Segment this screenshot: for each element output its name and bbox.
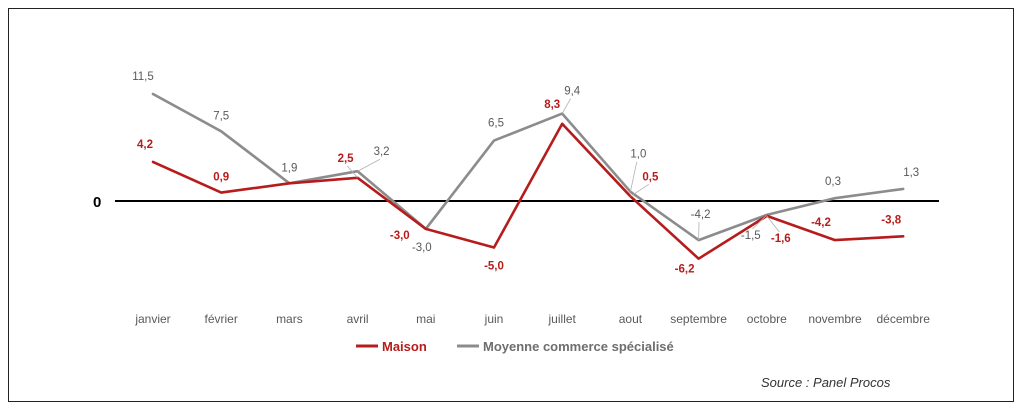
data-label-maison: -5,0 [484,261,504,273]
legend-label-maison: Maison [382,339,427,354]
data-label-moyenne: 9,4 [564,86,581,98]
data-label-maison: 2,5 [338,153,355,165]
data-label-layer: 11,5 7,5 1,9 3,2 -3,0 6,5 9,4 1,0 -4,2 -1,5 0,3 1,3… [132,71,919,276]
x-tick-label: avril [347,312,369,326]
data-label-maison: -4,2 [811,217,831,229]
data-label-maison: 0,5 [642,171,659,183]
series-line-maison [151,122,905,260]
x-tick-label: mars [276,312,303,326]
x-tick-label: décembre [877,312,931,326]
x-tick-label: aout [619,312,643,326]
data-label-leader [561,98,571,114]
x-tick-label: juillet [548,312,577,326]
data-label-leader [630,161,638,192]
legend-label-moyenne: Moyenne commerce spécialisé [483,339,674,354]
data-label-moyenne: -4,2 [691,209,711,221]
source-note: Source : Panel Procos [761,375,891,390]
x-tick-label: juin [484,312,504,326]
data-label-moyenne: 11,5 [132,71,154,83]
x-tick-label: mai [416,312,435,326]
series-layer [151,92,905,260]
line-chart: 0 janvier février mars avril mai juin juillet ao… [93,71,939,390]
data-label-moyenne: 1,0 [630,149,646,161]
data-label-leader [346,165,358,179]
data-label-leader [357,158,381,172]
data-label-maison: 0,9 [213,172,229,184]
data-label-leader [630,184,650,197]
data-label-moyenne: -1,5 [741,230,761,242]
x-tick-label: octobre [747,312,787,326]
legend: Maison Moyenne commerce spécialisé [356,339,674,354]
zero-label: 0 [93,194,101,211]
data-label-leader [752,214,768,230]
data-label-moyenne: 1,3 [903,167,919,179]
data-label-moyenne: 3,2 [374,146,390,158]
series-line-moyenne [151,92,905,242]
x-tick-label: janvier [134,312,170,326]
data-label-maison: -6,2 [675,264,695,276]
x-tick-label: septembre [670,312,727,326]
data-label-moyenne: 0,3 [825,176,841,188]
x-tick-label: novembre [808,312,862,326]
data-label-maison: -1,6 [771,233,791,245]
axis-layer: 0 janvier février mars avril mai juin juillet ao… [93,194,939,326]
data-label-maison: -3,0 [390,230,410,242]
data-label-moyenne: 1,9 [281,162,297,174]
data-label-moyenne: 7,5 [213,110,229,122]
data-label-maison: -3,8 [881,214,901,226]
data-label-leader [766,215,780,233]
data-label-moyenne: 6,5 [488,118,504,130]
x-tick-label: février [205,312,238,326]
chart-frame: 0 janvier février mars avril mai juin juillet ao… [8,8,1014,402]
data-label-moyenne: -3,0 [412,242,432,254]
data-label-maison: 4,2 [137,139,153,151]
data-label-maison: 8,3 [544,99,560,111]
